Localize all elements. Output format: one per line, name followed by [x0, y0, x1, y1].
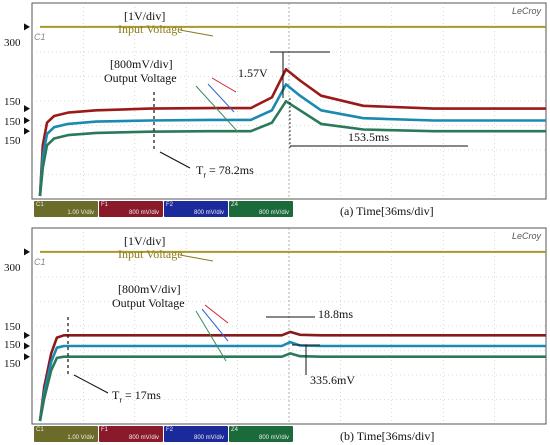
- rise-time-annotation: Tr = 78.2ms: [196, 163, 254, 179]
- status-box-c1-name: C1: [36, 427, 44, 433]
- channel-marker: [24, 105, 30, 113]
- status-box-f2-scale: 800 mV/div: [193, 210, 224, 216]
- status-box-c1-name: C1: [36, 202, 44, 208]
- status-box-f1-scale: 800 mV/div: [128, 210, 159, 216]
- channel-marker: [24, 342, 30, 350]
- brand-logo: LeCroy: [512, 6, 542, 16]
- axis-label-input: 300: [4, 37, 21, 49]
- rise-time-annotation: Tr = 17ms: [112, 388, 161, 404]
- channel-marker: [24, 116, 30, 124]
- status-bar-a: C1 1.00 V/div F1 800 mV/div F2 800 mV/di…: [34, 201, 293, 217]
- input-arrow: [179, 254, 214, 262]
- trigger-label: C1: [34, 32, 46, 42]
- axis-label-input: 300: [4, 262, 21, 274]
- status-box-c1-scale: 1.00 V/div: [67, 435, 94, 441]
- output-arrow-green: [195, 85, 239, 133]
- brand-logo: LeCroy: [512, 231, 542, 241]
- rise-time-symbol: T: [112, 388, 120, 402]
- status-bar-b: C1 1.00 V/div F1 800 mV/div F2 800 mV/di…: [34, 426, 293, 442]
- status-box-z4-name: Z4: [231, 202, 239, 208]
- output-arrow-red: [211, 77, 237, 93]
- rise-time-value: = 17ms: [122, 388, 161, 402]
- status-box-f1: F1 800 mV/div: [99, 201, 163, 217]
- axis-label-output-red: 150: [4, 321, 21, 333]
- axis-label-output-red: 150: [4, 96, 21, 108]
- rise-time-subscript: r: [119, 395, 123, 405]
- caption-b: (b) Time[36ms/div]: [340, 429, 435, 443]
- panel-b: 300 150 150 150 LeCroy C1 [1V/div] Input…: [0, 225, 550, 445]
- status-box-c1: C1 1.00 V/div: [34, 426, 98, 442]
- caption-a: (a) Time[36ms/div]: [340, 204, 434, 218]
- status-box-c1: C1 1.00 V/div: [34, 201, 98, 217]
- overshoot-annotation: 1.57V: [238, 66, 268, 80]
- series-line-2: [38, 83, 546, 197]
- rise-time-arrow: [159, 151, 191, 169]
- rise-time-symbol: T: [196, 163, 204, 177]
- status-box-z4: Z4 800 mV/div: [229, 426, 293, 442]
- output-name-annotation: Output Voltage: [112, 296, 185, 310]
- series-line-3: [38, 100, 546, 197]
- status-box-z4: Z4 800 mV/div: [229, 201, 293, 217]
- status-box-c1-scale: 1.00 V/div: [67, 210, 94, 216]
- settling-annotation: 153.5ms: [348, 130, 390, 144]
- series-line-2: [38, 340, 546, 422]
- settling-annotation: 18.8ms: [318, 307, 354, 321]
- input-name-annotation: Input Voltage: [118, 247, 183, 261]
- channel-marker: [24, 248, 30, 256]
- status-box-z4-name: Z4: [231, 427, 239, 433]
- output-arrow-blue: [201, 308, 229, 342]
- output-name-annotation: Output Voltage: [104, 71, 177, 85]
- input-arrow: [179, 29, 214, 37]
- output-scale-annotation: [800mV/div]: [110, 57, 173, 71]
- status-box-f2: F2 800 mV/div: [164, 201, 228, 217]
- status-box-f1-name: F1: [101, 427, 109, 433]
- axis-label-output-green: 150: [4, 135, 21, 147]
- status-box-z4-scale: 800 mV/div: [258, 210, 289, 216]
- rise-time-subscript: r: [203, 170, 207, 180]
- plot-a: [24, 2, 547, 200]
- panel-a: 300 150 150 150 LeCroy C1 [1V/div] Input…: [0, 0, 550, 220]
- status-box-z4-scale: 800 mV/div: [258, 435, 289, 441]
- plot-b: [24, 227, 547, 425]
- input-name-annotation: Input Voltage: [118, 22, 183, 36]
- rise-time-value: = 78.2ms: [206, 163, 254, 177]
- trigger-label: C1: [34, 257, 46, 267]
- status-box-f1-name: F1: [101, 202, 109, 208]
- series-line-3: [38, 352, 546, 422]
- axis-label-output-blue: 150: [4, 339, 21, 351]
- channel-marker: [24, 353, 30, 361]
- status-box-f2-name: F2: [166, 427, 174, 433]
- output-scale-annotation: [800mV/div]: [118, 282, 181, 296]
- status-box-f1-scale: 800 mV/div: [128, 435, 159, 441]
- status-box-f2-scale: 800 mV/div: [193, 435, 224, 441]
- status-box-f1: F1 800 mV/div: [99, 426, 163, 442]
- output-arrow-blue: [207, 83, 235, 113]
- output-arrow-red: [204, 304, 229, 324]
- axis-label-output-blue: 150: [4, 116, 21, 128]
- output-arrow-green: [195, 310, 227, 362]
- channel-marker: [24, 331, 30, 339]
- axis-label-output-green: 150: [4, 358, 21, 370]
- rise-time-arrow: [73, 374, 109, 394]
- status-box-f2: F2 800 mV/div: [164, 426, 228, 442]
- channel-marker: [24, 127, 30, 135]
- input-scale-annotation: [1V/div]: [124, 234, 166, 248]
- input-scale-annotation: [1V/div]: [124, 9, 166, 23]
- channel-marker: [24, 23, 30, 31]
- overshoot-annotation: 335.6mV: [310, 373, 355, 387]
- status-box-f2-name: F2: [166, 202, 174, 208]
